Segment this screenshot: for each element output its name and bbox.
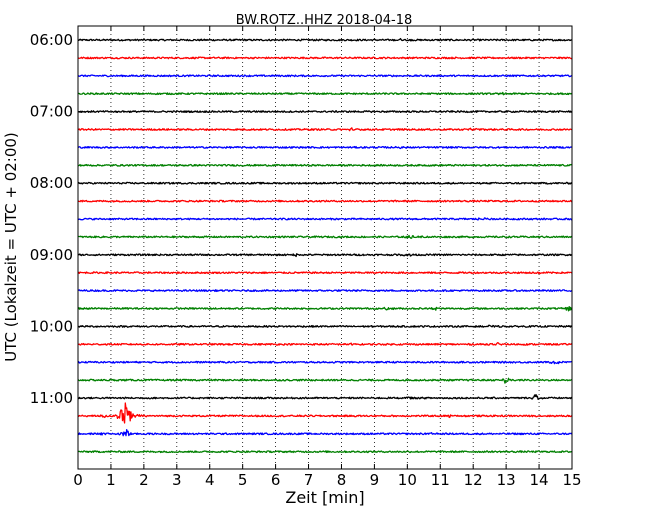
x-tick-label: 3 <box>172 471 182 489</box>
x-tick-label: 4 <box>205 471 215 489</box>
trace-0730 <box>77 145 573 150</box>
trace-1000 <box>77 324 573 328</box>
trace-1100 <box>77 393 573 401</box>
x-tick-label: 1 <box>106 471 116 489</box>
trace-0700 <box>77 110 573 114</box>
x-tick-label: 6 <box>271 471 281 489</box>
x-tick-label: 9 <box>370 471 380 489</box>
trace-1145 <box>77 450 573 454</box>
y-tick-label: 07:00 <box>30 103 73 121</box>
trace-0845 <box>77 234 573 239</box>
y-tick-label: 10:00 <box>30 317 73 335</box>
trace-0645 <box>77 91 573 96</box>
x-tick-label: 13 <box>497 471 516 489</box>
y-tick-label: 09:00 <box>30 246 73 264</box>
trace-0930 <box>77 289 573 293</box>
y-axis-label: UTC (Lokalzeit = UTC + 02:00) <box>2 132 20 362</box>
x-tick-label: 12 <box>464 471 483 489</box>
x-tick-label: 15 <box>562 471 581 489</box>
x-axis: 0 1 2 3 4 5 6 7 8 9 10 11 12 13 14 15 <box>73 26 582 489</box>
trace-0745 <box>77 163 573 167</box>
x-tick-label: 10 <box>398 471 417 489</box>
trace-0830 <box>77 217 573 221</box>
trace-0915 <box>77 271 573 275</box>
trace-group <box>77 37 573 454</box>
x-tick-label: 0 <box>73 471 83 489</box>
trace-1130 <box>77 429 573 437</box>
trace-1115 <box>77 402 573 424</box>
x-tick-label: 11 <box>431 471 450 489</box>
plot-frame <box>77 25 573 470</box>
trace-0615 <box>77 56 573 60</box>
x-axis-label: Zeit [min] <box>285 488 364 507</box>
trace-0900 <box>77 253 573 258</box>
trace-0715 <box>77 127 573 132</box>
y-tick-label: 06:00 <box>30 31 73 49</box>
trace-1045 <box>77 377 573 384</box>
chart-title: BW.ROTZ..HHZ 2018-04-18 <box>236 13 412 28</box>
trace-1030 <box>77 360 573 365</box>
x-tick-label: 5 <box>238 471 248 489</box>
x-tick-label: 8 <box>337 471 347 489</box>
trace-0600 <box>77 37 572 42</box>
trace-0945 <box>77 305 573 312</box>
y-axis: 06:00 07:00 08:00 09:00 10:00 11:00 <box>30 31 572 407</box>
x-tick-label: 2 <box>139 471 149 489</box>
y-tick-label: 08:00 <box>30 174 73 192</box>
x-tick-label: 7 <box>304 471 314 489</box>
y-tick-label: 11:00 <box>30 389 73 407</box>
grid-lines <box>110 26 540 469</box>
trace-0800 <box>77 181 573 185</box>
trace-0630 <box>77 74 573 78</box>
x-tick-label: 14 <box>530 471 549 489</box>
trace-0815 <box>77 199 573 203</box>
trace-1015 <box>77 341 573 346</box>
